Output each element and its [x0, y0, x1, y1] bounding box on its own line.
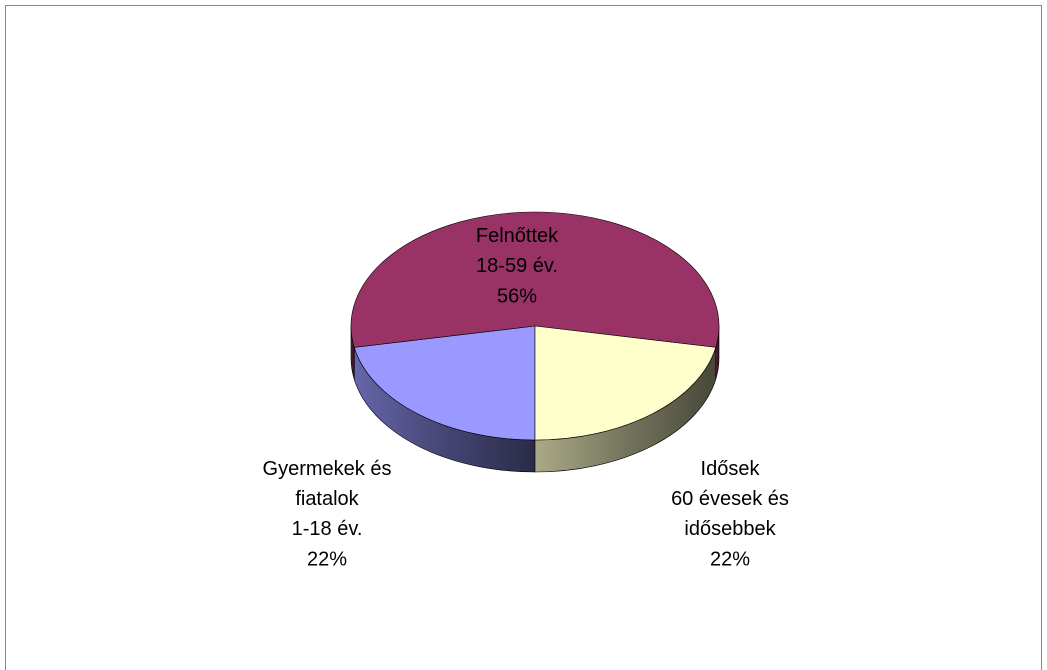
slice-label-line: fiatalok — [295, 488, 359, 510]
slice-label: Felnőttek 18-59 év. — [476, 225, 559, 277]
slice-label-line: Idősek — [701, 458, 761, 480]
slice-label-line: Gyermekek és — [263, 458, 392, 480]
slice-value-label: 56% — [497, 285, 537, 307]
slice-label: Gyermekek és fiatalok 1-18 év. — [263, 458, 392, 540]
pie-slice — [353, 325, 536, 441]
slice-value-label: 22% — [710, 548, 750, 570]
pie-slice-side-shade — [354, 347, 535, 472]
slice-label-line: 60 évesek és — [671, 488, 789, 510]
slice-label-line: 1-18 év. — [292, 518, 363, 540]
slice-label: Idősek 60 évesek és idősebbek — [671, 458, 789, 540]
slice-label-line: 18-59 év. — [476, 255, 558, 277]
slice-label-line: Felnőttek — [476, 225, 559, 247]
slice-label-line: idősebbek — [684, 518, 776, 540]
pie-slice-side-shade — [351, 326, 355, 380]
chart-frame — [5, 5, 1042, 670]
pie-slice — [350, 211, 720, 348]
pie-slice-side-shade — [535, 347, 716, 472]
pie-slice — [534, 325, 717, 441]
pie-slice-side-shade — [715, 326, 719, 380]
slice-value-label: 22% — [307, 548, 347, 570]
